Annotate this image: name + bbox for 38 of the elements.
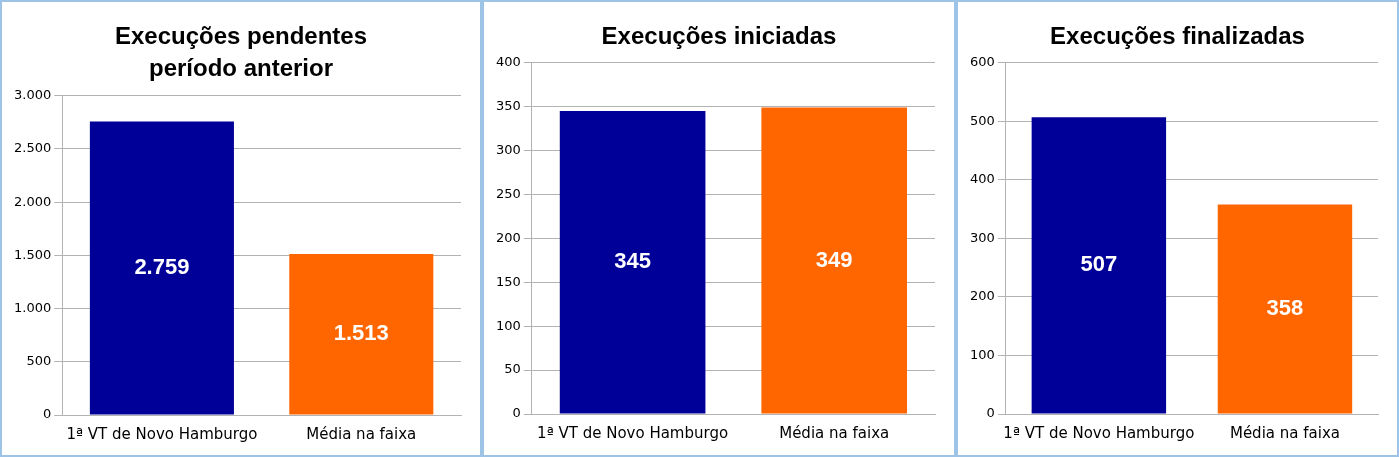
x-tick-label: Média na faixa [306,424,417,443]
y-tick-label: 400 [969,171,995,187]
y-tick-label: 0 [986,405,995,421]
y-tick-label: 100 [969,347,995,363]
y-tick-label: 0 [42,406,52,422]
chart-title: Execuções iniciadas [601,21,837,51]
data-label: 1.513 [333,320,389,346]
y-tick-label: 50 [504,361,521,377]
y-tick-label: 2.000 [14,193,52,209]
y-tick-label: 600 [969,54,995,70]
y-tick-label: 300 [969,230,995,246]
y-tick-label: 2.500 [14,140,52,156]
y-tick-label: 200 [969,288,995,304]
chart-title: Execuções finalizadas [1050,21,1305,51]
x-tick-label: Média na faixa [779,424,890,443]
y-tick-label: 0 [512,405,521,421]
y-tick-label: 500 [26,352,52,368]
y-tick-label: 3.000 [14,86,52,102]
x-tick-label: Média na faixa [1229,424,1340,443]
chart-title: Execuções pendentes período anterior [113,21,369,84]
x-tick-label: 1ª VT de Novo Hamburgo [537,424,729,443]
data-label: 349 [815,246,853,272]
y-tick-label: 1.000 [14,299,52,315]
y-tick-label: 400 [495,54,521,70]
x-tick-label: 1ª VT de Novo Hamburgo [66,424,258,443]
y-tick-label: 150 [495,274,521,290]
data-label: 507 [1080,251,1118,277]
y-tick-label: 200 [495,230,521,246]
y-tick-label: 100 [495,317,521,333]
data-label: 345 [614,248,651,274]
y-tick-label: 1.500 [14,246,52,262]
y-tick-label: 350 [495,98,521,114]
y-tick-label: 500 [969,113,995,129]
x-tick-label: 1ª VT de Novo Hamburgo [1003,424,1195,443]
y-tick-label: 300 [495,142,521,158]
y-tick-label: 250 [495,186,521,202]
data-label: 2.759 [134,253,190,279]
data-label: 358 [1266,295,1304,321]
